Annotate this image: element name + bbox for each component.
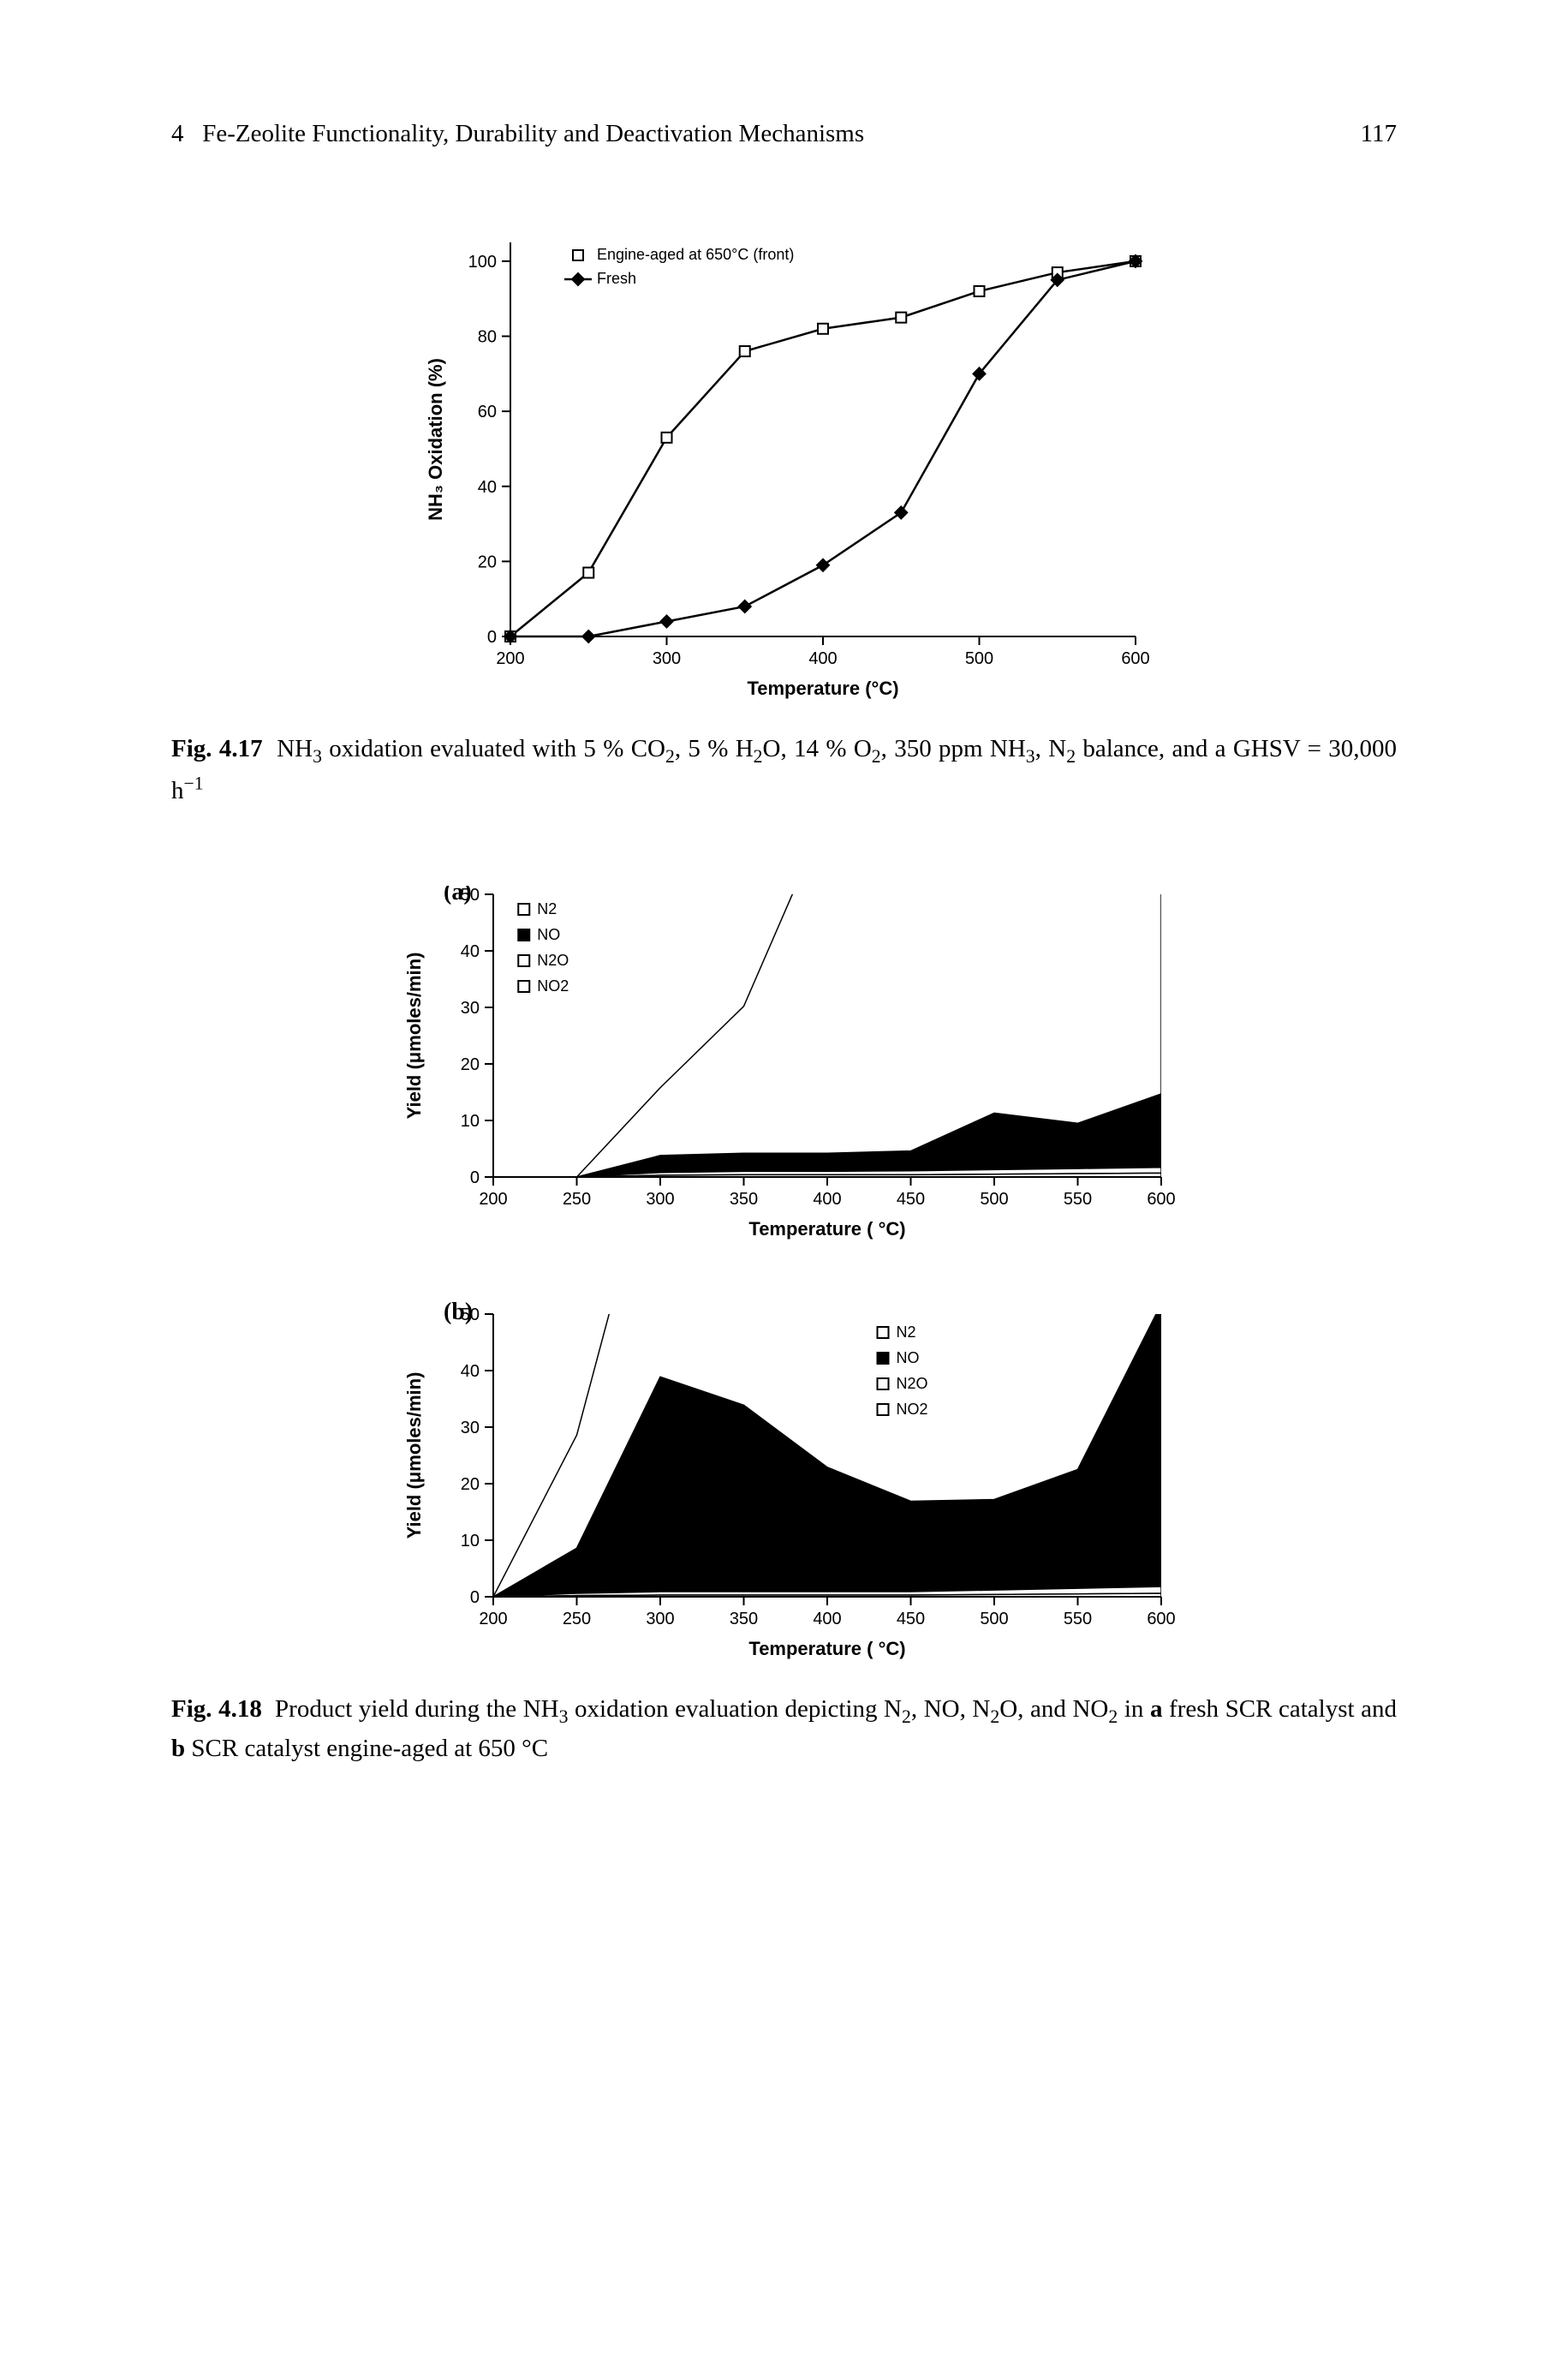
svg-text:200: 200 — [479, 1190, 507, 1209]
svg-text:300: 300 — [646, 1190, 674, 1209]
svg-text:550: 550 — [1063, 1190, 1091, 1209]
page-number: 117 — [1361, 120, 1397, 148]
svg-text:500: 500 — [980, 1190, 1008, 1209]
svg-text:N2: N2 — [537, 900, 557, 917]
svg-text:250: 250 — [562, 1610, 590, 1628]
svg-text:10: 10 — [460, 1532, 479, 1550]
svg-text:20: 20 — [477, 553, 496, 571]
svg-text:N2O: N2O — [537, 952, 569, 969]
svg-text:500: 500 — [964, 649, 993, 668]
svg-text:400: 400 — [813, 1610, 841, 1628]
svg-text:40: 40 — [460, 942, 479, 961]
svg-text:10: 10 — [460, 1112, 479, 1131]
fig-4-18-caption-text: Product yield during the NH3 oxidation e… — [171, 1695, 1397, 1762]
svg-text:0: 0 — [486, 628, 496, 647]
svg-text:N2: N2 — [896, 1323, 915, 1341]
svg-text:550: 550 — [1063, 1610, 1091, 1628]
svg-text:0: 0 — [469, 1168, 479, 1187]
running-head: 4 Fe-Zeolite Functionality, Durability a… — [171, 120, 1397, 148]
svg-text:NO2: NO2 — [896, 1401, 927, 1418]
svg-text:Yield (μmoles/min): Yield (μmoles/min) — [403, 1372, 425, 1539]
svg-text:(b): (b) — [444, 1299, 473, 1325]
svg-text:200: 200 — [496, 649, 524, 668]
svg-text:600: 600 — [1147, 1610, 1175, 1628]
chapter-title: 4 Fe-Zeolite Functionality, Durability a… — [171, 120, 864, 148]
fig-4-18-chart: 01020304050200250300350400450500550600Yi… — [171, 886, 1397, 1665]
svg-text:40: 40 — [477, 478, 496, 497]
svg-text:Fresh: Fresh — [597, 270, 636, 287]
svg-text:250: 250 — [562, 1190, 590, 1209]
svg-text:NH₃ Oxidation (%): NH₃ Oxidation (%) — [425, 358, 446, 521]
svg-text:0: 0 — [469, 1588, 479, 1607]
svg-text:350: 350 — [729, 1190, 757, 1209]
svg-text:400: 400 — [808, 649, 837, 668]
fig-4-17-caption: Fig. 4.17 NH3 oxidation evaluated with 5… — [171, 731, 1397, 809]
svg-text:Temperature (°C): Temperature (°C) — [747, 678, 898, 699]
fig-4-17-label: Fig. 4.17 — [171, 735, 263, 762]
svg-text:350: 350 — [729, 1610, 757, 1628]
svg-text:Temperature ( °C): Temperature ( °C) — [748, 1218, 905, 1240]
svg-text:100: 100 — [468, 253, 496, 272]
svg-text:Yield (μmoles/min): Yield (μmoles/min) — [403, 953, 425, 1120]
svg-text:500: 500 — [980, 1610, 1008, 1628]
svg-text:(a): (a) — [444, 886, 472, 905]
svg-text:NO: NO — [537, 926, 560, 943]
svg-text:N2O: N2O — [896, 1375, 927, 1392]
svg-text:450: 450 — [896, 1610, 924, 1628]
svg-text:NO: NO — [896, 1349, 919, 1366]
svg-text:20: 20 — [460, 1475, 479, 1494]
svg-text:Temperature ( °C): Temperature ( °C) — [748, 1638, 905, 1659]
svg-text:NO2: NO2 — [537, 977, 569, 995]
svg-text:600: 600 — [1147, 1190, 1175, 1209]
svg-text:300: 300 — [652, 649, 680, 668]
fig-4-17-chart: 0 20 40 60 80 100 200 300 400 500 600 Temperature (… — [171, 225, 1397, 705]
fig-4-17-caption-text: NH3 oxidation evaluated with 5 % CO2, 5 … — [171, 735, 1397, 804]
svg-text:40: 40 — [460, 1362, 479, 1381]
fig-4-18-caption: Fig. 4.18 Product yield during the NH3 o… — [171, 1691, 1397, 1766]
svg-text:450: 450 — [896, 1190, 924, 1209]
svg-text:30: 30 — [460, 1419, 479, 1437]
svg-text:400: 400 — [813, 1190, 841, 1209]
svg-text:300: 300 — [646, 1610, 674, 1628]
fig-4-18-label: Fig. 4.18 — [171, 1695, 262, 1723]
svg-text:20: 20 — [460, 1055, 479, 1074]
svg-text:80: 80 — [477, 328, 496, 347]
svg-text:60: 60 — [477, 403, 496, 421]
svg-text:30: 30 — [460, 999, 479, 1018]
svg-text:200: 200 — [479, 1610, 507, 1628]
svg-text:600: 600 — [1121, 649, 1149, 668]
svg-text:Engine-aged at 650°C (front): Engine-aged at 650°C (front) — [597, 246, 794, 263]
